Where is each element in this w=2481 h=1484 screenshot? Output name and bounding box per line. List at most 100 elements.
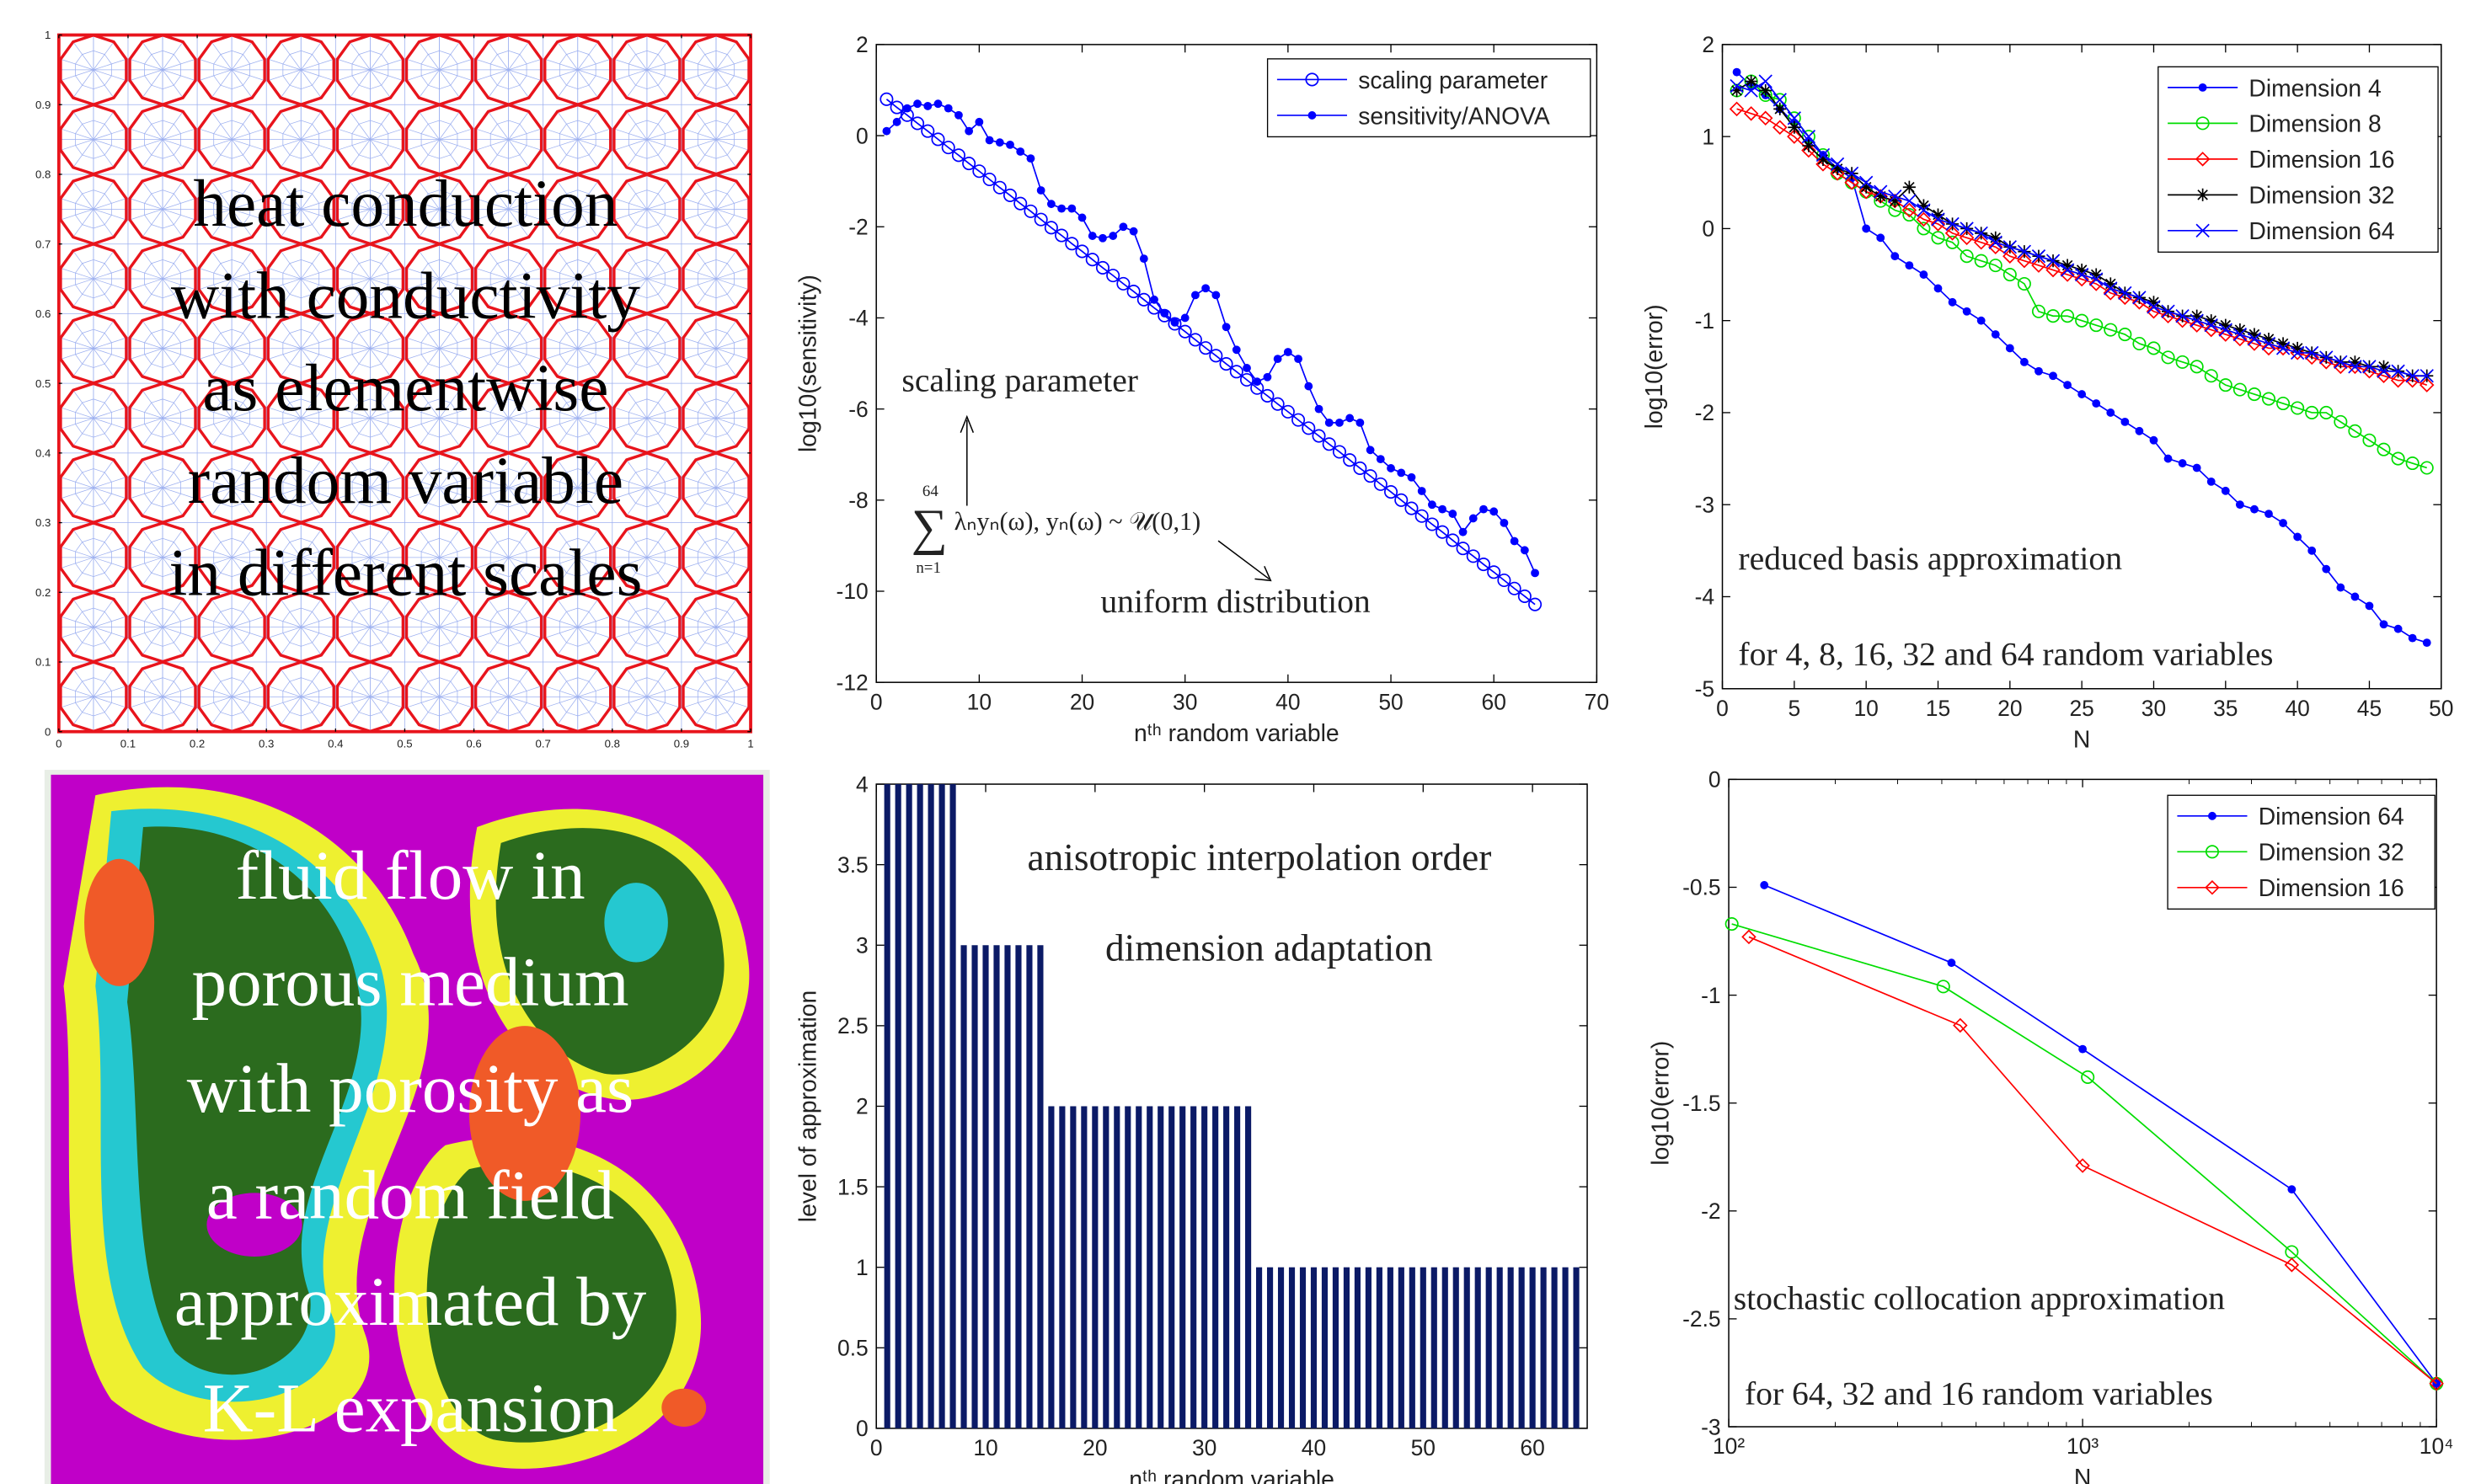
mesh-line <box>268 337 302 350</box>
mesh-ring <box>420 328 458 368</box>
mesh-line <box>646 337 681 350</box>
marker <box>1468 514 1478 523</box>
marker <box>1232 345 1241 355</box>
bar <box>1277 1267 1285 1428</box>
mesh-line <box>162 208 196 221</box>
inclusion <box>128 312 197 385</box>
bar <box>1376 1267 1382 1428</box>
y-tick-label: 0.5 <box>837 1336 869 1361</box>
mesh-line <box>646 627 681 638</box>
x-tick-label: 0.8 <box>605 738 620 750</box>
mesh-line <box>300 697 322 725</box>
marker <box>2195 116 2210 131</box>
mesh-line <box>406 337 440 350</box>
mesh-line <box>300 390 322 419</box>
mesh-line <box>488 69 509 99</box>
bar <box>1299 1267 1307 1428</box>
mesh-line <box>488 599 509 627</box>
mesh-line <box>682 557 717 569</box>
mesh-line <box>475 557 509 569</box>
inclusion <box>266 451 335 524</box>
mesh-ring <box>351 607 389 647</box>
y-tick-label: 1 <box>45 29 51 41</box>
legend-label: Dimension 4 <box>2248 75 2381 102</box>
mesh-line <box>231 69 253 99</box>
marker <box>1902 180 1916 194</box>
mesh-ring <box>75 190 112 229</box>
marker <box>1730 83 1744 98</box>
marker <box>2031 258 2046 273</box>
inclusion <box>404 382 474 455</box>
bar <box>1332 1267 1339 1428</box>
mesh-ring <box>628 259 666 299</box>
marker <box>1438 504 1447 514</box>
mesh-line <box>646 208 681 221</box>
mesh-ring <box>351 537 389 577</box>
mesh-line <box>349 180 371 210</box>
mesh-line <box>577 557 611 569</box>
mesh-line <box>626 459 648 488</box>
x-tick-label: 0.6 <box>466 738 481 750</box>
mesh-line <box>613 697 647 708</box>
mesh-line <box>60 407 94 419</box>
mesh-line <box>557 69 579 99</box>
mesh-line <box>508 557 542 569</box>
y-tick-label: -1 <box>1701 983 1720 1008</box>
mesh-line <box>370 459 391 488</box>
bar <box>1070 1106 1077 1428</box>
annotation: anisotropic interpolation order <box>1028 836 1492 878</box>
inclusion <box>612 660 682 734</box>
mesh-line <box>370 407 404 419</box>
mesh-line <box>439 627 460 656</box>
mesh-line <box>142 111 163 140</box>
mesh-line <box>60 627 94 638</box>
mesh-line <box>300 599 322 627</box>
mesh-line <box>211 529 233 558</box>
mesh-line <box>475 616 509 628</box>
mesh-line <box>370 208 404 221</box>
mesh-line <box>162 180 184 210</box>
mesh-line <box>439 477 473 488</box>
inclusion <box>197 103 266 176</box>
marker <box>2232 331 2248 347</box>
marker <box>941 141 955 155</box>
marker <box>2046 309 2061 323</box>
formula-sum: ∑ <box>912 499 948 556</box>
y-tick-label: -2.5 <box>1682 1306 1721 1332</box>
mesh-line <box>508 268 542 280</box>
marker <box>1417 487 1426 495</box>
arrow <box>960 414 975 506</box>
mesh-line <box>301 337 334 350</box>
bar <box>1409 1267 1415 1428</box>
marker <box>2163 454 2173 463</box>
mesh-ring <box>144 120 181 159</box>
mesh-line <box>646 557 668 586</box>
mesh-line <box>439 139 460 168</box>
legend-label: scaling parameter <box>1358 67 1548 94</box>
mesh-line <box>613 198 647 210</box>
bar <box>1562 1267 1569 1428</box>
mesh-line <box>646 180 668 210</box>
overlay-text: as elementwise <box>202 351 608 425</box>
inclusion <box>266 382 335 455</box>
mesh-line <box>72 111 94 140</box>
mesh-line <box>300 69 322 99</box>
inclusion <box>197 243 266 315</box>
mesh-line <box>439 128 473 140</box>
marker <box>2350 592 2360 601</box>
mesh-line <box>439 268 473 280</box>
mesh-line <box>613 407 647 419</box>
mesh-line <box>577 686 611 697</box>
mesh-line <box>300 668 322 697</box>
inclusion <box>59 521 128 594</box>
mesh-line <box>162 348 184 377</box>
mesh-line <box>129 208 163 221</box>
y-tick-label: -2 <box>848 214 868 239</box>
marker <box>2045 262 2061 278</box>
mesh-line <box>646 546 681 558</box>
mesh-line <box>268 348 302 360</box>
marker <box>2206 477 2216 486</box>
x-tick-label: 10 <box>1853 696 1878 721</box>
marker <box>1466 549 1480 563</box>
mesh-line <box>557 487 579 516</box>
